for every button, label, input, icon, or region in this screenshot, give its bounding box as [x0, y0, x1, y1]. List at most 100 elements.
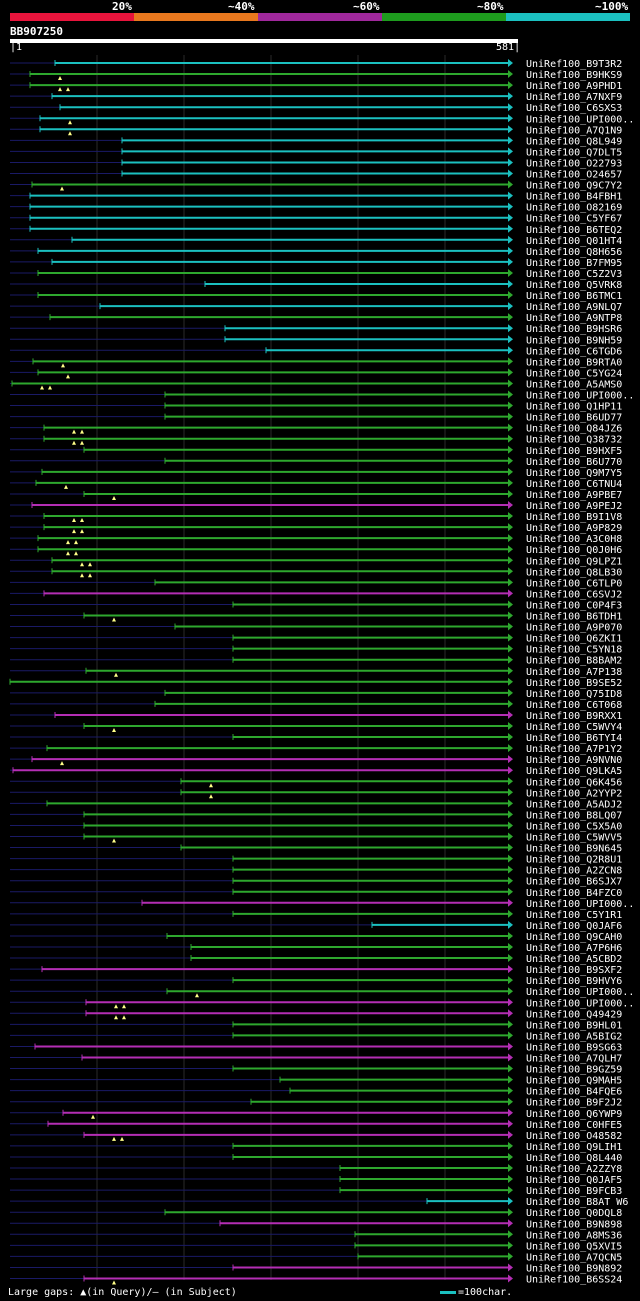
- hit-name[interactable]: UniRef100_A2YYP2: [526, 788, 622, 799]
- hit-name[interactable]: UniRef100_B9GZ59: [526, 1065, 622, 1076]
- hit-name[interactable]: UniRef100_Q5VRK8: [526, 280, 622, 291]
- hit-name[interactable]: UniRef100_B9HSR6: [526, 324, 622, 335]
- hit-name[interactable]: UniRef100_A2ZZY8: [526, 1164, 622, 1175]
- hit-name[interactable]: UniRef100_C6T068: [526, 700, 622, 711]
- hit-name[interactable]: UniRef100_B9N645: [526, 844, 622, 855]
- hit-name[interactable]: UniRef100_Q7DLT5: [526, 147, 622, 158]
- hit-name[interactable]: UniRef100_B9F2J2: [526, 1098, 622, 1109]
- hit-name[interactable]: UniRef100_B8BAM2: [526, 656, 622, 667]
- hit-name[interactable]: UniRef100_A7QCN5: [526, 1252, 622, 1263]
- hit-name[interactable]: UniRef100_B4FBH1: [526, 192, 622, 203]
- hit-name[interactable]: UniRef100_UPI000..: [526, 987, 634, 998]
- hit-name[interactable]: UniRef100_A9PBE7: [526, 490, 622, 501]
- hit-name[interactable]: UniRef100_A9P070: [526, 623, 622, 634]
- hit-name[interactable]: UniRef100_B4FZC0: [526, 888, 622, 899]
- hit-name[interactable]: UniRef100_B8LQ07: [526, 810, 622, 821]
- hit-name[interactable]: UniRef100_Q5XVI5: [526, 1241, 622, 1252]
- hit-name[interactable]: UniRef100_Q0JAF6: [526, 921, 622, 932]
- hit-name[interactable]: UniRef100_A7P6H6: [526, 943, 622, 954]
- hit-name[interactable]: UniRef100_B9HXF5: [526, 446, 622, 457]
- hit-name[interactable]: UniRef100_Q9LIH1: [526, 1142, 622, 1153]
- hit-name[interactable]: UniRef100_C5YF67: [526, 214, 622, 225]
- hit-name[interactable]: UniRef100_C6TGD6: [526, 346, 622, 357]
- hit-name[interactable]: UniRef100_C0P4F3: [526, 600, 622, 611]
- hit-name[interactable]: UniRef100_B9SG63: [526, 1042, 622, 1053]
- hit-name[interactable]: UniRef100_B9N892: [526, 1263, 622, 1274]
- hit-name[interactable]: UniRef100_Q84JZ6: [526, 424, 622, 435]
- hit-name[interactable]: UniRef100_Q0J0H6: [526, 545, 622, 556]
- hit-name[interactable]: UniRef100_Q6ZKI1: [526, 634, 622, 645]
- hit-name[interactable]: UniRef100_A9NTP8: [526, 313, 622, 324]
- hit-name[interactable]: UniRef100_UPI000..: [526, 998, 634, 1009]
- hit-name[interactable]: UniRef100_B9FCB3: [526, 1186, 622, 1197]
- hit-name[interactable]: UniRef100_O24657: [526, 170, 622, 181]
- hit-name[interactable]: UniRef100_B9N898: [526, 1219, 622, 1230]
- hit-name[interactable]: UniRef100_B9RTA0: [526, 357, 622, 368]
- hit-name[interactable]: UniRef100_Q8L949: [526, 136, 622, 147]
- hit-name[interactable]: UniRef100_B9HKS9: [526, 70, 622, 81]
- hit-name[interactable]: UniRef100_O48582: [526, 1131, 622, 1142]
- hit-name[interactable]: UniRef100_O22793: [526, 158, 622, 169]
- hit-name[interactable]: UniRef100_Q1HP11: [526, 402, 622, 413]
- hit-name[interactable]: UniRef100_A7QLH7: [526, 1054, 622, 1065]
- hit-name[interactable]: UniRef100_A7P1Y2: [526, 744, 622, 755]
- hit-name[interactable]: UniRef100_B9T3R2: [526, 59, 622, 70]
- hit-name[interactable]: UniRef100_Q9M7Y5: [526, 468, 622, 479]
- hit-name[interactable]: UniRef100_Q49429: [526, 1009, 622, 1020]
- hit-name[interactable]: UniRef100_A9NVN0: [526, 755, 622, 766]
- hit-name[interactable]: UniRef100_B6SJX7: [526, 877, 622, 888]
- hit-name[interactable]: UniRef100_Q0JAF5: [526, 1175, 622, 1186]
- hit-name[interactable]: UniRef100_A5CBD2: [526, 954, 622, 965]
- hit-name[interactable]: UniRef100_B9SE52: [526, 678, 622, 689]
- hit-name[interactable]: UniRef100_O82169: [526, 203, 622, 214]
- hit-name[interactable]: UniRef100_A9NLQ7: [526, 302, 622, 313]
- hit-name[interactable]: UniRef100_C5Z2V3: [526, 269, 622, 280]
- hit-name[interactable]: UniRef100_A5AMS0: [526, 379, 622, 390]
- hit-name[interactable]: UniRef100_A7P138: [526, 667, 622, 678]
- hit-name[interactable]: UniRef100_B7FM95: [526, 258, 622, 269]
- hit-name[interactable]: UniRef100_UPI000..: [526, 391, 634, 402]
- hit-name[interactable]: UniRef100_Q9C7Y2: [526, 181, 622, 192]
- hit-name[interactable]: UniRef100_B9SXF2: [526, 965, 622, 976]
- hit-name[interactable]: UniRef100_A9PEJ2: [526, 501, 622, 512]
- hit-name[interactable]: UniRef100_C5WVY4: [526, 722, 622, 733]
- hit-name[interactable]: UniRef100_A7NXF9: [526, 92, 622, 103]
- hit-name[interactable]: UniRef100_A7Q1N9: [526, 125, 622, 136]
- hit-name[interactable]: UniRef100_Q6K456: [526, 777, 622, 788]
- hit-name[interactable]: UniRef100_A9PHD1: [526, 81, 622, 92]
- hit-name[interactable]: UniRef100_B6TMC1: [526, 291, 622, 302]
- hit-name[interactable]: UniRef100_Q8H656: [526, 247, 622, 258]
- hit-name[interactable]: UniRef100_B9NH59: [526, 335, 622, 346]
- hit-name[interactable]: UniRef100_B9HL01: [526, 1020, 622, 1031]
- hit-name[interactable]: UniRef100_Q8L440: [526, 1153, 622, 1164]
- hit-name[interactable]: UniRef100_A9P829: [526, 523, 622, 534]
- hit-name[interactable]: UniRef100_Q75ID8: [526, 689, 622, 700]
- hit-name[interactable]: UniRef100_Q6YWP9: [526, 1109, 622, 1120]
- hit-name[interactable]: UniRef100_C5Y1R1: [526, 910, 622, 921]
- hit-name[interactable]: UniRef100_B8AT W6: [526, 1197, 628, 1208]
- hit-name[interactable]: UniRef100_B6TYI4: [526, 733, 622, 744]
- hit-name[interactable]: UniRef100_Q9MAH5: [526, 1076, 622, 1087]
- hit-name[interactable]: UniRef100_A3C0H8: [526, 534, 622, 545]
- hit-name[interactable]: UniRef100_B6U770: [526, 457, 622, 468]
- hit-name[interactable]: UniRef100_C6TLP0: [526, 578, 622, 589]
- hit-name[interactable]: UniRef100_B6TDH1: [526, 612, 622, 623]
- hit-name[interactable]: UniRef100_B9RXX1: [526, 711, 622, 722]
- hit-name[interactable]: UniRef100_B4FQE6: [526, 1087, 622, 1098]
- hit-name[interactable]: UniRef100_Q9CAH0: [526, 932, 622, 943]
- hit-name[interactable]: UniRef100_C6SVJ2: [526, 589, 622, 600]
- hit-name[interactable]: UniRef100_C5YG24: [526, 368, 622, 379]
- hit-name[interactable]: UniRef100_Q38732: [526, 435, 622, 446]
- hit-name[interactable]: UniRef100_B9I1V8: [526, 512, 622, 523]
- hit-name[interactable]: UniRef100_C5YN18: [526, 645, 622, 656]
- hit-name[interactable]: UniRef100_B6TEQ2: [526, 225, 622, 236]
- hit-name[interactable]: UniRef100_A8MS36: [526, 1230, 622, 1241]
- hit-name[interactable]: UniRef100_B6SS24: [526, 1275, 622, 1286]
- hit-name[interactable]: UniRef100_C6TNU4: [526, 479, 622, 490]
- hit-name[interactable]: UniRef100_UPI000..: [526, 899, 634, 910]
- hit-name[interactable]: UniRef100_A2ZCN8: [526, 866, 622, 877]
- hit-name[interactable]: UniRef100_B9HVY6: [526, 976, 622, 987]
- hit-name[interactable]: UniRef100_A5BIG2: [526, 1031, 622, 1042]
- hit-name[interactable]: UniRef100_C6SXS3: [526, 103, 622, 114]
- hit-name[interactable]: UniRef100_A5ADJ2: [526, 799, 622, 810]
